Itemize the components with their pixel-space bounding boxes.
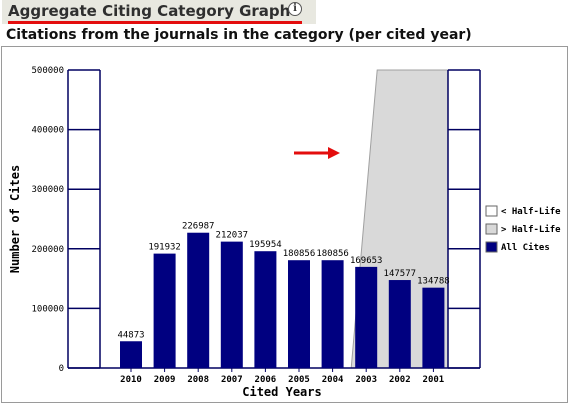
annotation-arrow-head	[328, 147, 340, 159]
x-tick-label-2003: 2003	[355, 375, 377, 385]
data-label-2010: 44873	[117, 330, 144, 340]
data-label-2007: 212037	[216, 231, 249, 241]
x-tick-label-2008: 2008	[187, 375, 209, 385]
data-label-2009: 191932	[148, 243, 181, 253]
x-tick-label-2004: 2004	[322, 375, 344, 385]
y-tick-label: 400000	[31, 126, 64, 136]
data-label-2005: 180856	[283, 249, 316, 259]
legend-label-0: < Half-Life	[501, 206, 561, 217]
data-label-2004: 180856	[316, 249, 349, 259]
bar-2003	[355, 266, 378, 368]
bar-2007	[220, 241, 243, 368]
bar-2006	[254, 251, 277, 368]
chart-frame: 44873 191932 226987 212037 195954 180856 18085…	[1, 46, 568, 403]
info-icon[interactable]: i	[288, 2, 302, 16]
bar-2001	[422, 287, 445, 368]
legend-swatch-1	[485, 223, 498, 235]
x-tick-label-2007: 2007	[221, 375, 243, 385]
x-tick-label-2006: 2006	[255, 375, 277, 385]
data-label-2002: 147577	[384, 269, 417, 279]
page-title: Aggregate Citing Category Graph	[8, 2, 291, 20]
bar-2009	[153, 253, 176, 368]
chart-subtitle: Citations from the journals in the categ…	[6, 27, 472, 43]
y-axis-title: Number of Cites	[8, 165, 22, 273]
bar-2008	[187, 232, 210, 368]
title-underline	[8, 21, 302, 24]
x-tick-label-2005: 2005	[288, 375, 310, 385]
data-label-2001: 134788	[417, 277, 450, 287]
y-tick-label: 100000	[31, 304, 64, 314]
data-label-2008: 226987	[182, 222, 215, 232]
x-tick-label-2001: 2001	[423, 375, 445, 385]
y-tick-label: 300000	[31, 185, 64, 195]
legend-swatch-2	[485, 241, 498, 253]
x-tick-label-2002: 2002	[389, 375, 411, 385]
x-tick-label-2010: 2010	[120, 375, 142, 385]
bar-2004	[321, 260, 344, 368]
x-tick-label-2009: 2009	[154, 375, 176, 385]
legend-label-2: All Cites	[501, 242, 550, 253]
bar-2002	[388, 280, 411, 368]
y-tick-label: 500000	[31, 66, 64, 76]
y-tick-label: 200000	[31, 245, 64, 255]
x-axis-title: Cited Years	[242, 385, 321, 399]
y-tick-label: 0	[59, 364, 64, 374]
legend-label-1: > Half-Life	[501, 224, 561, 235]
data-label-2003: 169653	[350, 256, 383, 266]
title-bar: Aggregate Citing Category Graph i	[2, 0, 316, 24]
bar-2005	[288, 260, 310, 368]
data-label-2006: 195954	[249, 240, 282, 250]
bar-2010	[120, 341, 142, 368]
legend-swatch-0	[485, 205, 498, 217]
